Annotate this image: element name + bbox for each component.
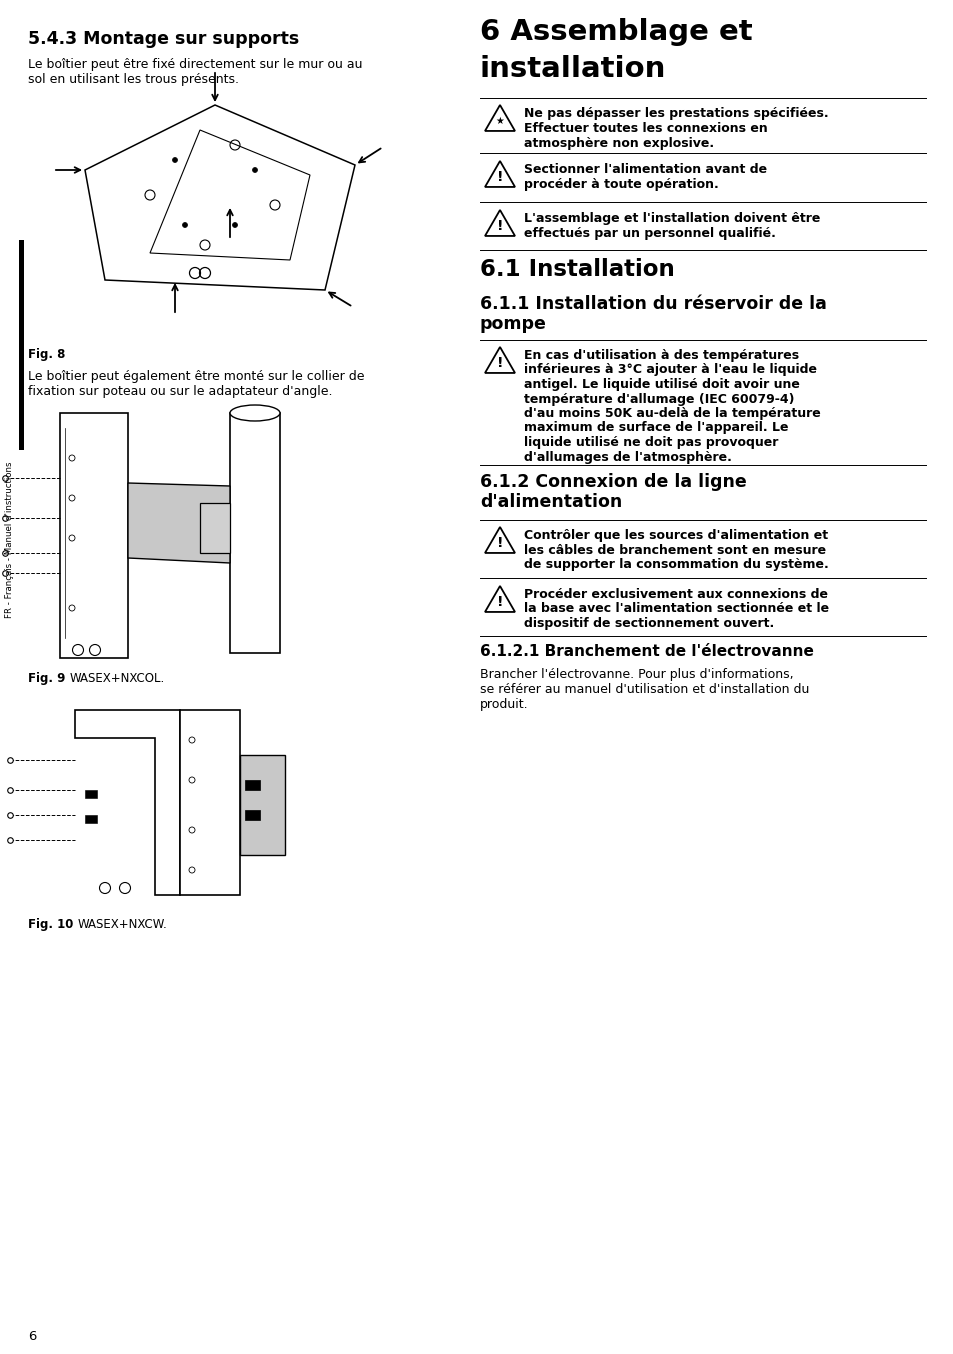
Text: atmosphère non explosive.: atmosphère non explosive.: [523, 137, 714, 150]
Text: sol en utilisant les trous présents.: sol en utilisant les trous présents.: [28, 73, 239, 87]
Text: Fig. 9: Fig. 9: [28, 672, 66, 685]
Text: 5.4.3 Montage sur supports: 5.4.3 Montage sur supports: [28, 30, 299, 47]
Bar: [85, 789, 97, 798]
Text: 6.1.2 Connexion de la ligne: 6.1.2 Connexion de la ligne: [479, 473, 746, 492]
Text: maximum de surface de l'appareil. Le: maximum de surface de l'appareil. Le: [523, 421, 788, 435]
Bar: [230, 413, 280, 653]
Text: 6.1.2.1 Branchement de l'électrovanne: 6.1.2.1 Branchement de l'électrovanne: [479, 645, 813, 659]
Text: inférieures à 3°C ajouter à l'eau le liquide: inférieures à 3°C ajouter à l'eau le liq…: [523, 363, 816, 376]
Text: !: !: [497, 596, 503, 609]
Circle shape: [233, 222, 237, 227]
Text: dispositif de sectionnement ouvert.: dispositif de sectionnement ouvert.: [523, 617, 774, 630]
Text: Ne pas dépasser les prestations spécifiées.: Ne pas dépasser les prestations spécifié…: [523, 107, 828, 121]
Bar: [85, 815, 97, 823]
Text: pompe: pompe: [479, 315, 546, 333]
Text: fixation sur poteau ou sur le adaptateur d'angle.: fixation sur poteau ou sur le adaptateur…: [28, 385, 333, 398]
Text: 6.1 Installation: 6.1 Installation: [479, 259, 674, 282]
Text: se référer au manuel d'utilisation et d'installation du: se référer au manuel d'utilisation et d'…: [479, 682, 808, 696]
Bar: [180, 709, 240, 895]
Text: Procéder exclusivement aux connexions de: Procéder exclusivement aux connexions de: [523, 588, 827, 601]
Text: Brancher l'électrovanne. Pour plus d'informations,: Brancher l'électrovanne. Pour plus d'inf…: [479, 668, 793, 681]
Polygon shape: [75, 709, 180, 895]
Text: !: !: [497, 219, 503, 233]
Circle shape: [172, 157, 177, 162]
Bar: [245, 810, 260, 821]
Text: Le boîtier peut également être monté sur le collier de: Le boîtier peut également être monté sur…: [28, 370, 364, 383]
Text: FR - Français - Manuel d'instructions: FR - Français - Manuel d'instructions: [6, 462, 14, 619]
Text: d'allumages de l'atmosphère.: d'allumages de l'atmosphère.: [523, 451, 731, 463]
Text: température d'allumage (IEC 60079-4): température d'allumage (IEC 60079-4): [523, 393, 794, 405]
Circle shape: [182, 222, 188, 227]
Text: En cas d'utilisation à des températures: En cas d'utilisation à des températures: [523, 349, 799, 362]
Bar: [200, 502, 230, 552]
Bar: [60, 413, 128, 658]
Polygon shape: [128, 483, 230, 563]
Text: !: !: [497, 356, 503, 370]
Bar: [19, 240, 24, 450]
Ellipse shape: [230, 405, 280, 421]
Text: Le boîtier peut être fixé directement sur le mur ou au: Le boîtier peut être fixé directement su…: [28, 58, 362, 70]
Text: 6 Assemblage et: 6 Assemblage et: [479, 18, 752, 46]
Text: la base avec l'alimentation sectionnée et le: la base avec l'alimentation sectionnée e…: [523, 603, 828, 616]
Text: liquide utilisé ne doit pas provoquer: liquide utilisé ne doit pas provoquer: [523, 436, 778, 450]
Text: produit.: produit.: [479, 699, 528, 711]
Text: L'assemblage et l'installation doivent être: L'assemblage et l'installation doivent ê…: [523, 213, 820, 225]
Text: Contrôler que les sources d'alimentation et: Contrôler que les sources d'alimentation…: [523, 529, 827, 542]
Text: 6.1.1 Installation du réservoir de la: 6.1.1 Installation du réservoir de la: [479, 295, 826, 313]
Text: effectués par un personnel qualifié.: effectués par un personnel qualifié.: [523, 227, 775, 240]
Text: WASEX+NXCOL.: WASEX+NXCOL.: [70, 672, 165, 685]
Text: Fig. 10: Fig. 10: [28, 918, 73, 932]
Text: procéder à toute opération.: procéder à toute opération.: [523, 177, 718, 191]
Circle shape: [253, 168, 257, 172]
Text: installation: installation: [479, 56, 666, 83]
Text: antigel. Le liquide utilisé doit avoir une: antigel. Le liquide utilisé doit avoir u…: [523, 378, 799, 391]
Text: !: !: [497, 171, 503, 184]
Text: ★: ★: [496, 116, 504, 126]
Text: WASEX+NXCW.: WASEX+NXCW.: [78, 918, 168, 932]
Text: d'alimentation: d'alimentation: [479, 493, 621, 510]
Text: Effectuer toutes les connexions en: Effectuer toutes les connexions en: [523, 122, 767, 135]
Text: Fig. 8: Fig. 8: [28, 348, 66, 362]
Bar: [240, 756, 285, 854]
Text: les câbles de branchement sont en mesure: les câbles de branchement sont en mesure: [523, 543, 825, 556]
Text: !: !: [497, 536, 503, 550]
Text: 6: 6: [28, 1330, 36, 1343]
Text: de supporter la consommation du système.: de supporter la consommation du système.: [523, 558, 828, 571]
Bar: [245, 780, 260, 789]
Text: d'au moins 50K au-delà de la température: d'au moins 50K au-delà de la température: [523, 408, 820, 420]
Text: Sectionner l'alimentation avant de: Sectionner l'alimentation avant de: [523, 162, 766, 176]
